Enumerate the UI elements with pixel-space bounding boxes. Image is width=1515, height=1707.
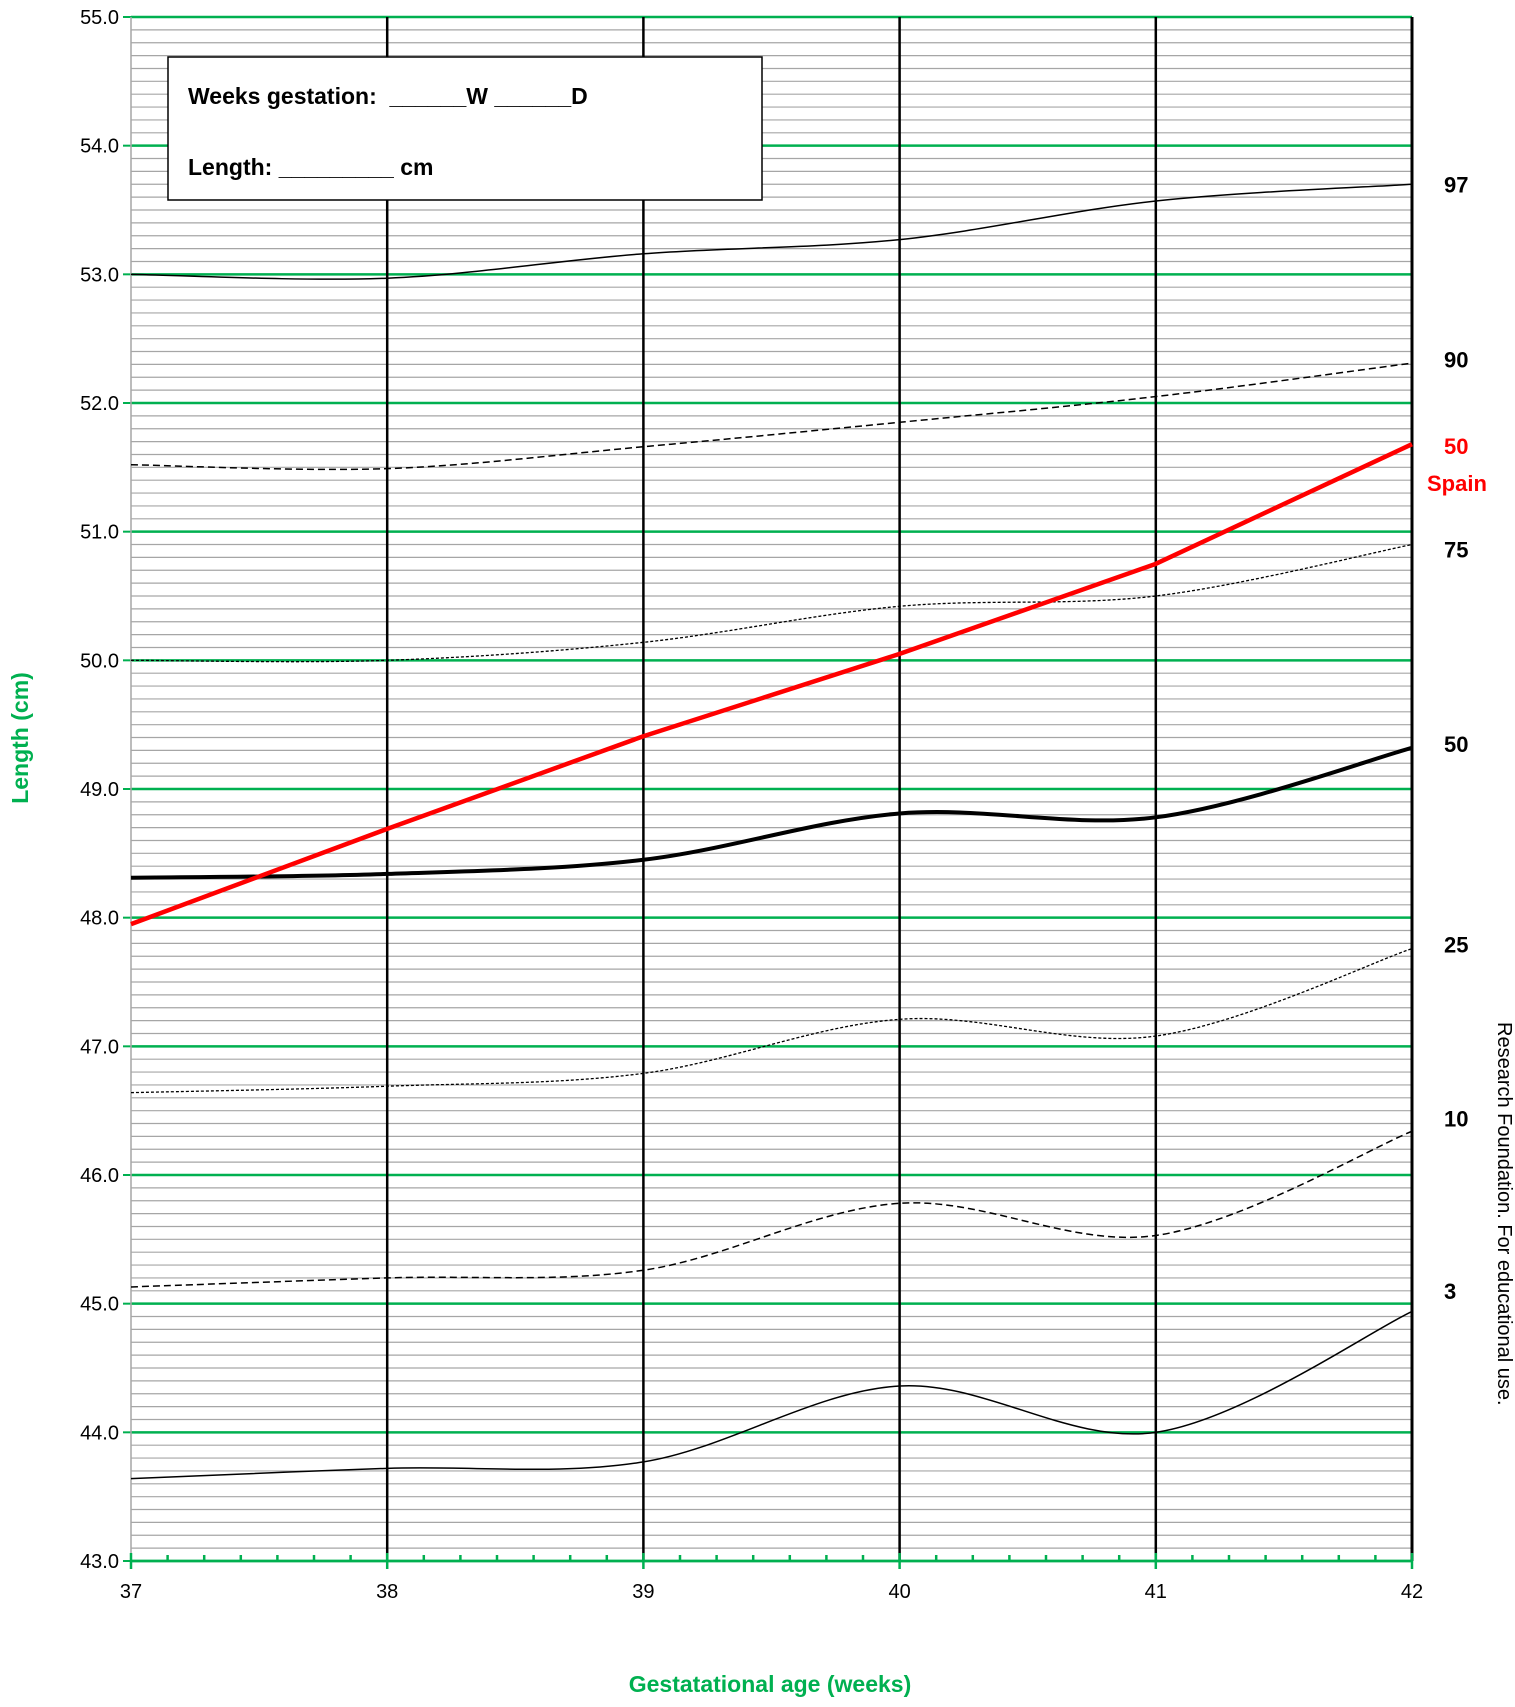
spain-label-line2: Spain bbox=[1427, 471, 1487, 496]
y-tick-label: 50.0 bbox=[80, 650, 119, 672]
x-axis-title: Gestatational age (weeks) bbox=[629, 1671, 912, 1697]
percentile-label: 97 bbox=[1444, 172, 1468, 197]
x-tick-label: 38 bbox=[376, 1581, 398, 1603]
percentile-label: 25 bbox=[1444, 933, 1468, 958]
percentile-50-spain-line bbox=[130, 442, 1413, 927]
percentile-label: 3 bbox=[1444, 1279, 1456, 1304]
y-tick-label: 47.0 bbox=[80, 1036, 119, 1058]
y-tick-label: 51.0 bbox=[80, 522, 119, 544]
y-tick-label: 43.0 bbox=[80, 1551, 119, 1573]
y-tick-label: 55.0 bbox=[80, 7, 119, 29]
y-tick-label: 45.0 bbox=[80, 1294, 119, 1316]
percentile-97-line bbox=[130, 183, 1413, 280]
x-tick-labels: 37 38 39 40 41 42 bbox=[120, 1581, 1423, 1603]
y-tick-label: 53.0 bbox=[80, 264, 119, 286]
percentile-90-line bbox=[130, 362, 1413, 471]
y-tick-label: 54.0 bbox=[80, 136, 119, 158]
length-field: Length: _________ cm bbox=[188, 154, 433, 180]
percentile-label: 10 bbox=[1444, 1106, 1468, 1131]
percentile-label: 90 bbox=[1444, 347, 1468, 372]
y-tick-label: 46.0 bbox=[80, 1165, 119, 1187]
x-tick-label: 42 bbox=[1401, 1581, 1423, 1603]
percentile-label: 50 bbox=[1444, 732, 1468, 757]
y-tick-label: 52.0 bbox=[80, 393, 119, 415]
side-note: Research Foundation. For educational use… bbox=[1493, 1022, 1515, 1406]
y-tick-label: 49.0 bbox=[80, 779, 119, 801]
info-box: Weeks gestation: ______W ______D Length:… bbox=[167, 56, 763, 201]
percentile-75-line bbox=[130, 543, 1413, 663]
percentile-25-line bbox=[130, 947, 1413, 1094]
percentile-3-line bbox=[130, 1310, 1413, 1480]
percentile-10-line bbox=[130, 1130, 1413, 1288]
x-tick-label: 37 bbox=[120, 1581, 142, 1603]
y-axis-title: Length (cm) bbox=[7, 672, 33, 804]
y-tick-label: 44.0 bbox=[80, 1422, 119, 1444]
y-tick-labels: 43.0 44.0 45.0 46.0 47.0 48.0 49.0 50.0 51.0 52.0… bbox=[80, 7, 119, 1573]
weeks-gestation-field: Weeks gestation: ______W ______D bbox=[188, 83, 588, 109]
x-axis-ticks bbox=[129, 1553, 1414, 1569]
info-box-frame bbox=[167, 56, 763, 201]
y-tick-label: 48.0 bbox=[80, 908, 119, 930]
percentile-50-line bbox=[130, 745, 1413, 880]
vertical-gridlines bbox=[130, 17, 1414, 1561]
spain-label-line1: 50 bbox=[1444, 434, 1468, 459]
x-tick-label: 40 bbox=[888, 1581, 910, 1603]
x-tick-label: 41 bbox=[1145, 1581, 1167, 1603]
percentile-labels: 97 90 75 50 25 10 3 bbox=[1444, 172, 1468, 1304]
percentile-curves bbox=[130, 183, 1413, 1480]
percentile-label: 75 bbox=[1444, 538, 1468, 563]
x-tick-label: 39 bbox=[632, 1581, 654, 1603]
